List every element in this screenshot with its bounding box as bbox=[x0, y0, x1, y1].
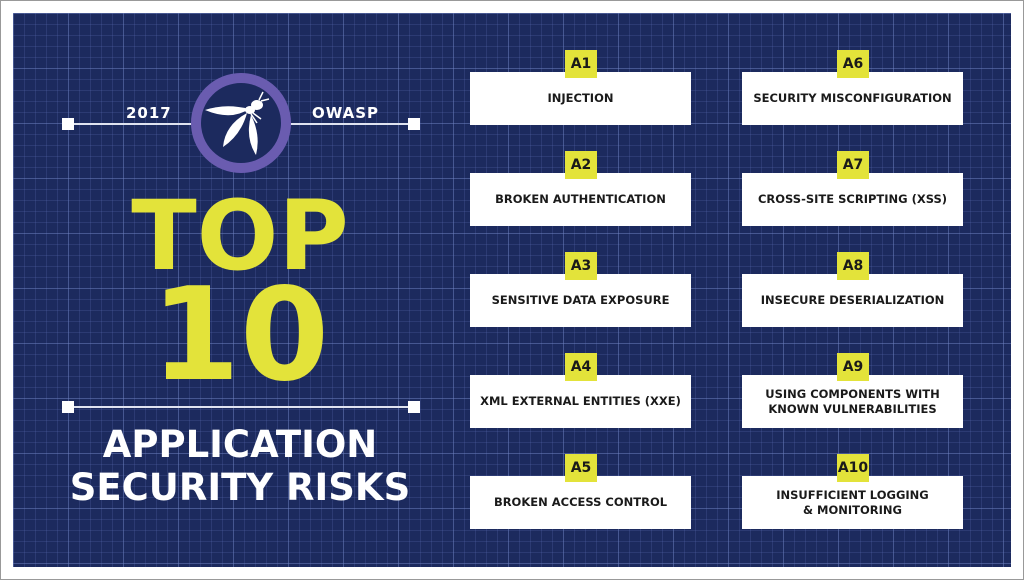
risk-id-badge: A3 bbox=[565, 252, 597, 280]
owasp-logo bbox=[191, 73, 291, 173]
risk-id-badge: A4 bbox=[565, 353, 597, 381]
divider-line bbox=[68, 123, 192, 125]
org-label: OWASP bbox=[312, 104, 380, 122]
ten-heading: 10 bbox=[150, 261, 330, 410]
risk-id-badge: A10 bbox=[837, 454, 869, 482]
risk-card: BROKEN AUTHENTICATION bbox=[470, 173, 691, 226]
risk-card: XML EXTERNAL ENTITIES (XXE) bbox=[470, 375, 691, 428]
top-heading: TOP bbox=[131, 180, 349, 292]
risk-label-line: INSECURE DESERIALIZATION bbox=[760, 293, 945, 307]
risk-label-line: INSUFFICIENT LOGGING bbox=[776, 487, 929, 502]
subtitle: APPLICATION SECURITY RISKS bbox=[50, 423, 430, 509]
risk-id-badge: A2 bbox=[565, 151, 597, 179]
risk-label-line: KNOWN VULNERABILITIES bbox=[768, 401, 937, 416]
risk-id-badge: A9 bbox=[837, 353, 869, 381]
risk-label: INJECTION bbox=[547, 91, 613, 106]
risk-card: SECURITY MISCONFIGURATION bbox=[742, 72, 963, 125]
risk-label: USING COMPONENTS WITH KNOWN VULNERABILITI… bbox=[765, 387, 940, 417]
risk-label-line: XML EXTERNAL ENTITIES (XXE) bbox=[480, 394, 681, 408]
year-label: 2017 bbox=[126, 104, 172, 122]
risk-card: INSUFFICIENT LOGGING & MONITORING bbox=[742, 476, 963, 529]
risk-label: CROSS-SITE SCRIPTING (XSS) bbox=[758, 192, 947, 207]
risk-id-badge: A1 bbox=[565, 50, 597, 78]
risk-id-badge: A8 bbox=[837, 252, 869, 280]
subtitle-line: APPLICATION bbox=[102, 423, 378, 466]
subtitle-line: SECURITY RISKS bbox=[69, 466, 411, 509]
line-endpoint bbox=[62, 118, 74, 130]
risk-label-line: USING COMPONENTS WITH bbox=[765, 386, 940, 401]
risk-label: BROKEN ACCESS CONTROL bbox=[494, 495, 667, 510]
risk-id-badge: A7 bbox=[837, 151, 869, 179]
risk-id-badge: A5 bbox=[565, 454, 597, 482]
risk-label-line: & MONITORING bbox=[803, 502, 902, 517]
risk-card: SENSITIVE DATA EXPOSURE bbox=[470, 274, 691, 327]
risk-card: USING COMPONENTS WITH KNOWN VULNERABILITI… bbox=[742, 375, 963, 428]
line-endpoint bbox=[408, 118, 420, 130]
risk-label-line: CROSS-SITE SCRIPTING (XSS) bbox=[757, 192, 948, 206]
line-endpoint bbox=[62, 401, 74, 413]
divider-line bbox=[290, 123, 414, 125]
risk-label: SECURITY MISCONFIGURATION bbox=[753, 91, 951, 106]
risk-card: INJECTION bbox=[470, 72, 691, 125]
risk-label: INSUFFICIENT LOGGING & MONITORING bbox=[776, 488, 928, 518]
risk-label: XML EXTERNAL ENTITIES (XXE) bbox=[480, 394, 681, 409]
risk-card: BROKEN ACCESS CONTROL bbox=[470, 476, 691, 529]
risk-label-line: BROKEN AUTHENTICATION bbox=[495, 192, 666, 206]
divider-line bbox=[68, 406, 414, 408]
risk-id-badge: A6 bbox=[837, 50, 869, 78]
risk-label-line: SENSITIVE DATA EXPOSURE bbox=[491, 293, 670, 307]
risk-label: BROKEN AUTHENTICATION bbox=[495, 192, 666, 207]
wasp-icon bbox=[205, 91, 270, 155]
risk-label-line: SECURITY MISCONFIGURATION bbox=[753, 91, 952, 105]
risk-label-line: INJECTION bbox=[547, 91, 614, 105]
risk-card: INSECURE DESERIALIZATION bbox=[742, 274, 963, 327]
risk-label: SENSITIVE DATA EXPOSURE bbox=[492, 293, 670, 308]
line-endpoint bbox=[408, 401, 420, 413]
risk-card: CROSS-SITE SCRIPTING (XSS) bbox=[742, 173, 963, 226]
risk-label: INSECURE DESERIALIZATION bbox=[761, 293, 945, 308]
risk-label-line: BROKEN ACCESS CONTROL bbox=[493, 495, 668, 509]
